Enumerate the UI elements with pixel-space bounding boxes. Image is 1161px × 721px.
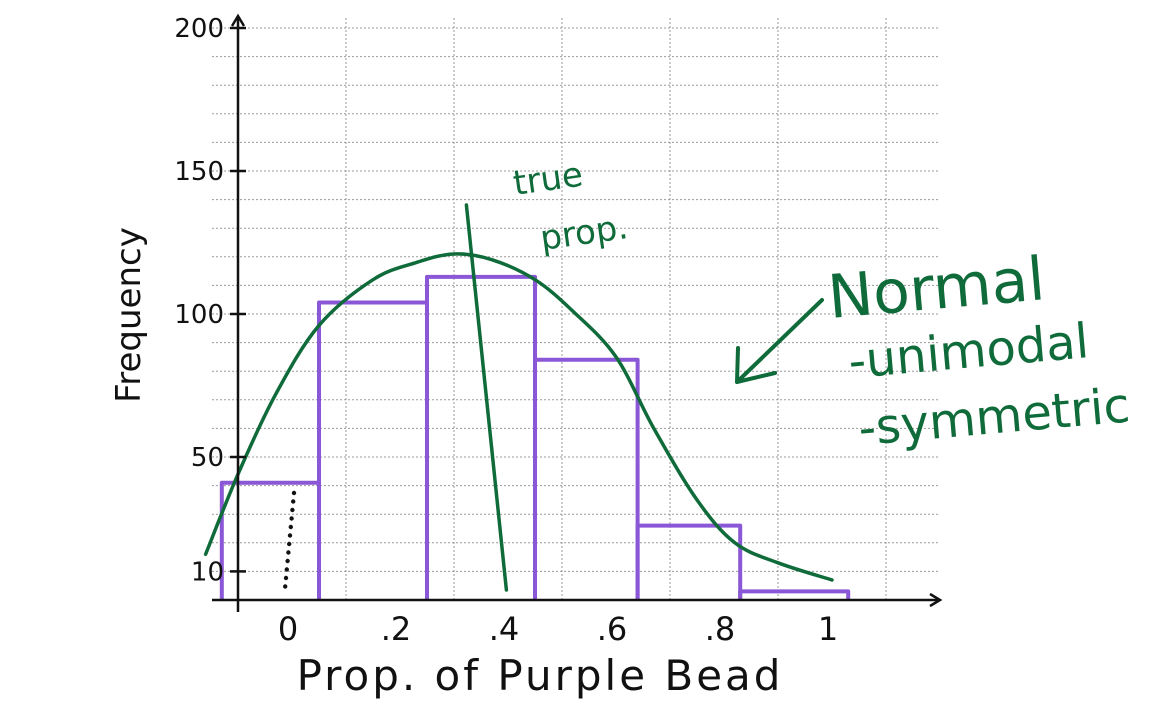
- x-tick-label: .4: [489, 610, 520, 648]
- x-tick-label: .6: [597, 610, 628, 648]
- histogram-bar: [425, 274, 537, 600]
- true-prop-label-line2: prop.: [538, 207, 631, 259]
- true-prop-label-line1: true: [511, 155, 586, 204]
- y-tick-label: 150: [174, 157, 224, 187]
- histogram-bar: [219, 480, 321, 600]
- distribution-curve: [203, 252, 834, 582]
- annotation-arrow-icon: [735, 298, 824, 384]
- dot-marker: [291, 490, 297, 496]
- y-tick-label: 100: [174, 300, 224, 330]
- histogram-bar: [635, 523, 743, 600]
- y-tick-label: 50: [191, 443, 224, 473]
- dot-marker: [288, 524, 293, 530]
- x-axis-arrowhead: [929, 592, 943, 608]
- curve-layer: [203, 203, 834, 592]
- true-proportion-line: [464, 203, 509, 592]
- x-tick-label: .8: [705, 610, 736, 648]
- histogram-bar: [317, 300, 429, 600]
- y-axis-arrowhead: [230, 13, 246, 27]
- histogram-bar: [738, 589, 851, 600]
- shape-label-symmetric: -symmetric: [856, 377, 1132, 456]
- dot-marker: [283, 575, 289, 581]
- grid-layer: [212, 18, 938, 600]
- histogram-bar: [533, 357, 640, 600]
- dot-marker: [285, 558, 290, 564]
- x-tick-label: 0: [278, 610, 298, 648]
- dot-marker: [287, 541, 292, 547]
- dot-marker: [291, 499, 296, 504]
- y-tick-label: 10: [191, 557, 224, 587]
- dot-marker: [287, 533, 293, 538]
- dot-marker: [286, 550, 291, 555]
- dot-marker: [283, 584, 288, 589]
- dot-marker: [289, 516, 294, 521]
- y-axis-label: Frequency: [109, 227, 149, 403]
- dot-marker: [284, 567, 289, 572]
- dotted-marker: [283, 490, 297, 589]
- bars-layer: [219, 274, 851, 600]
- y-tick-label: 200: [174, 14, 224, 44]
- x-tick-label: .2: [381, 610, 412, 648]
- x-axis-label: Prop. of Purple Bead: [297, 651, 784, 700]
- dot-marker: [290, 507, 295, 513]
- x-tick-label: 1: [818, 610, 838, 648]
